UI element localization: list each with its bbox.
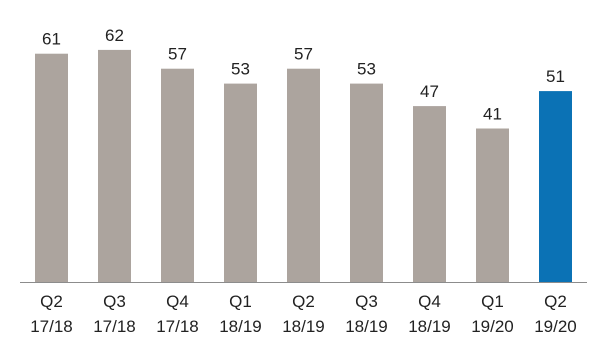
data-label: 47 [420, 82, 439, 101]
x-tick-label: 18/19 [282, 317, 325, 336]
data-label: 57 [168, 45, 187, 64]
x-tick-label: Q4 [166, 292, 189, 311]
data-label: 51 [546, 67, 565, 86]
bars-group [35, 49, 572, 283]
value-labels-group: 61 62 57 53 57 53 47 41 51 [42, 26, 565, 124]
x-tick-label: Q1 [481, 292, 504, 311]
x-tick-label: 18/19 [408, 317, 451, 336]
x-tick-label: 17/18 [30, 317, 73, 336]
bar [35, 53, 68, 283]
data-label: 53 [357, 60, 376, 79]
bar [287, 68, 320, 282]
x-tick-label: 17/18 [93, 317, 136, 336]
bar [476, 128, 509, 282]
x-tick-label: Q2 [544, 292, 567, 311]
data-label: 61 [42, 30, 61, 49]
x-tick-label: Q3 [103, 292, 126, 311]
bar [350, 83, 383, 282]
data-label: 41 [483, 105, 502, 124]
bar [539, 91, 572, 282]
x-tick-label: Q2 [292, 292, 315, 311]
x-tick-label: Q4 [418, 292, 441, 311]
bar [224, 83, 257, 282]
data-label: 62 [105, 26, 124, 45]
bar [161, 68, 194, 282]
data-label: 53 [231, 60, 250, 79]
x-tick-label: Q1 [229, 292, 252, 311]
x-tick-label: 17/18 [156, 317, 199, 336]
x-tick-label: Q3 [355, 292, 378, 311]
x-tick-label: Q2 [40, 292, 63, 311]
x-tick-label: 18/19 [219, 317, 262, 336]
x-tick-label: 19/20 [471, 317, 514, 336]
x-tick-label: 18/19 [345, 317, 388, 336]
bar [98, 49, 131, 283]
data-label: 57 [294, 45, 313, 64]
bar [413, 106, 446, 282]
x-tick-labels-group: Q2 17/18 Q3 17/18 Q4 17/18 Q1 18/19 Q2 18/19 Q3 18/… [30, 292, 577, 336]
x-tick-label: 19/20 [534, 317, 577, 336]
